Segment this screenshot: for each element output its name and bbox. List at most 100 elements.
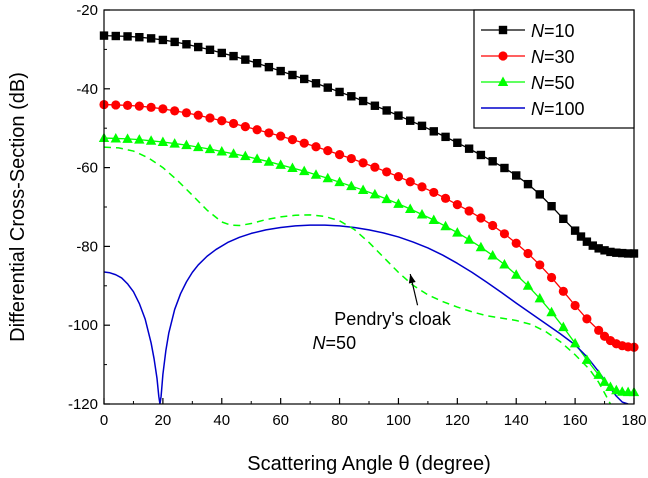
series-3-point (169, 138, 180, 148)
series-line-5 (104, 146, 612, 404)
series-2-point (170, 106, 180, 116)
series-1-point (111, 31, 120, 41)
series-3-point (157, 136, 169, 146)
series-3-point (381, 193, 392, 204)
series-3-point (463, 234, 475, 244)
series-3-point (428, 214, 439, 225)
x-axis-title: Scattering Angle θ (degree) (247, 453, 491, 475)
x-tick-label: 40 (213, 412, 230, 429)
series-1-point (347, 92, 356, 101)
series-2-point (523, 248, 533, 259)
y-tick-label: -60 (76, 160, 98, 177)
series-1-point (600, 246, 609, 255)
legend-label-4-value: =100 (544, 99, 585, 119)
series-3-point (611, 384, 622, 395)
series-3-point (145, 135, 157, 145)
annotation-sublabel-value: =50 (326, 333, 357, 353)
series-1-point (276, 66, 285, 76)
legend-label-2-variable: N (531, 47, 545, 67)
series-3-point (405, 203, 416, 213)
series-2-point (594, 325, 604, 335)
series-1-point (382, 106, 391, 115)
series-1-point (441, 132, 450, 142)
series-3-point (605, 381, 616, 392)
series-3-point (275, 159, 286, 169)
series-3-point (511, 269, 522, 279)
series-2-point (240, 122, 250, 132)
series-3-point (322, 172, 333, 183)
series-2-point (582, 314, 592, 324)
legend-label-3-value: =50 (544, 73, 575, 93)
annotation-sublabel: N=50 (313, 333, 357, 353)
series-2-point (370, 162, 380, 172)
annotation-layer: Pendry's cloak N=50 (313, 273, 452, 353)
series-2-point (158, 104, 168, 114)
series-1-point (523, 179, 533, 189)
series-1-point (512, 171, 521, 180)
series-2-point (558, 286, 568, 296)
series-3-point (181, 139, 192, 150)
series-3-point (452, 227, 463, 237)
series-2-point (346, 153, 356, 164)
series-1-point (158, 35, 168, 45)
series-2-point (134, 101, 144, 111)
series-line-4 (104, 224, 629, 404)
series-3-point (475, 241, 487, 252)
series-1-point (488, 157, 497, 166)
series-1-point (429, 127, 438, 136)
marker-layer (98, 31, 640, 397)
series-1-point (123, 32, 132, 41)
series-2-point (429, 187, 439, 198)
series-2-point (122, 100, 133, 110)
series-1-point (370, 101, 380, 110)
series-3-point (487, 249, 498, 260)
series-2-point (287, 135, 298, 145)
series-1-point (229, 51, 238, 61)
series-1-point (588, 241, 597, 250)
series-1-point (594, 244, 603, 253)
series-3-point (499, 259, 510, 269)
series-1-point (194, 42, 203, 52)
series-2-point (452, 200, 462, 210)
series-3-point (193, 141, 204, 152)
series-3-point (134, 134, 145, 144)
series-3-point (251, 153, 263, 163)
legend-label-3: N=50 (531, 73, 575, 93)
legend: N=10N=30N=50N=100 (473, 9, 635, 129)
series-1-point (394, 111, 403, 120)
series-3-point (569, 337, 581, 348)
y-tick-label: -20 (76, 2, 98, 19)
series-1-point (453, 138, 462, 147)
x-tick-label: 140 (504, 412, 529, 429)
x-tick-label: 160 (563, 412, 588, 429)
series-2-point (382, 167, 392, 177)
series-2-point (476, 213, 486, 223)
y-tick-label: -120 (68, 396, 98, 413)
series-2-point (405, 177, 415, 187)
series-3-point (558, 321, 569, 332)
series-1-point (358, 96, 368, 106)
series-3-point (310, 169, 322, 179)
series-line-3 (104, 137, 634, 393)
series-2-point (311, 142, 321, 152)
series-3-point (357, 184, 369, 195)
legend-label-2-value: =30 (544, 47, 575, 67)
series-1-point (146, 34, 156, 43)
series-1-point (623, 249, 633, 258)
series-1-point (500, 163, 509, 173)
series-1-point (576, 232, 586, 241)
series-2-point (511, 238, 521, 248)
series-2-point (499, 229, 510, 239)
y-tick-label: -80 (76, 238, 98, 255)
series-2-point (546, 272, 557, 283)
series-3-point (416, 208, 428, 219)
series-1-point (606, 247, 615, 257)
series-3-point (534, 292, 545, 303)
series-3-point (440, 220, 451, 231)
legend-label-4: N=100 (531, 99, 585, 119)
series-1-point (217, 48, 226, 58)
series-2-point (440, 193, 451, 203)
series-3-point (216, 145, 227, 156)
series-2-point (393, 172, 404, 182)
